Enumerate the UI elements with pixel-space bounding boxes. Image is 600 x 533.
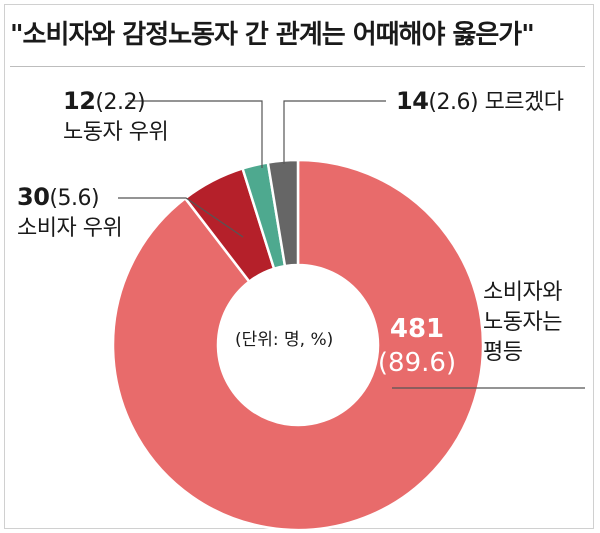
label-equal-value: 481 xyxy=(389,314,445,344)
label-consumer-text: 소비자 우위 xyxy=(17,216,123,241)
label-unknown: 14(2.6) 모르겠다 xyxy=(396,86,564,118)
label-worker-percent: (2.2) xyxy=(95,90,146,115)
slice-equal xyxy=(111,158,485,532)
label-unknown-text: 모르겠다 xyxy=(484,90,564,115)
unit-note: (단위: 명, %) xyxy=(235,330,334,350)
label-worker: 12(2.2) 노동자 우위 xyxy=(63,86,169,148)
leader-line-consumer xyxy=(118,197,244,238)
title-divider xyxy=(10,66,585,67)
label-equal-percent: (89.6) xyxy=(377,348,457,378)
label-consumer-percent: (5.6) xyxy=(49,186,100,211)
leader-line-worker xyxy=(128,100,263,168)
label-consumer: 30(5.6) 소비자 우위 xyxy=(17,182,123,244)
label-consumer-value: 30 xyxy=(17,183,50,211)
label-equal-inside: 481 (89.6) xyxy=(372,312,462,380)
slice-unknown xyxy=(266,158,300,268)
label-equal-line3: 평등 xyxy=(483,340,523,365)
label-equal: 소비자와 노동자는 평등 xyxy=(483,278,562,368)
leader-line-unknown xyxy=(283,100,386,164)
chart-title: "소비자와 감정노동자 간 관계는 어때해야 옳은가" xyxy=(10,20,535,50)
label-equal-line2: 노동자는 xyxy=(483,310,562,335)
label-worker-text: 노동자 우위 xyxy=(63,120,169,145)
label-unknown-value: 14 xyxy=(396,87,429,115)
label-equal-line1: 소비자와 xyxy=(483,280,562,305)
label-worker-value: 12 xyxy=(63,87,96,115)
label-unknown-percent: (2.6) xyxy=(428,90,479,115)
